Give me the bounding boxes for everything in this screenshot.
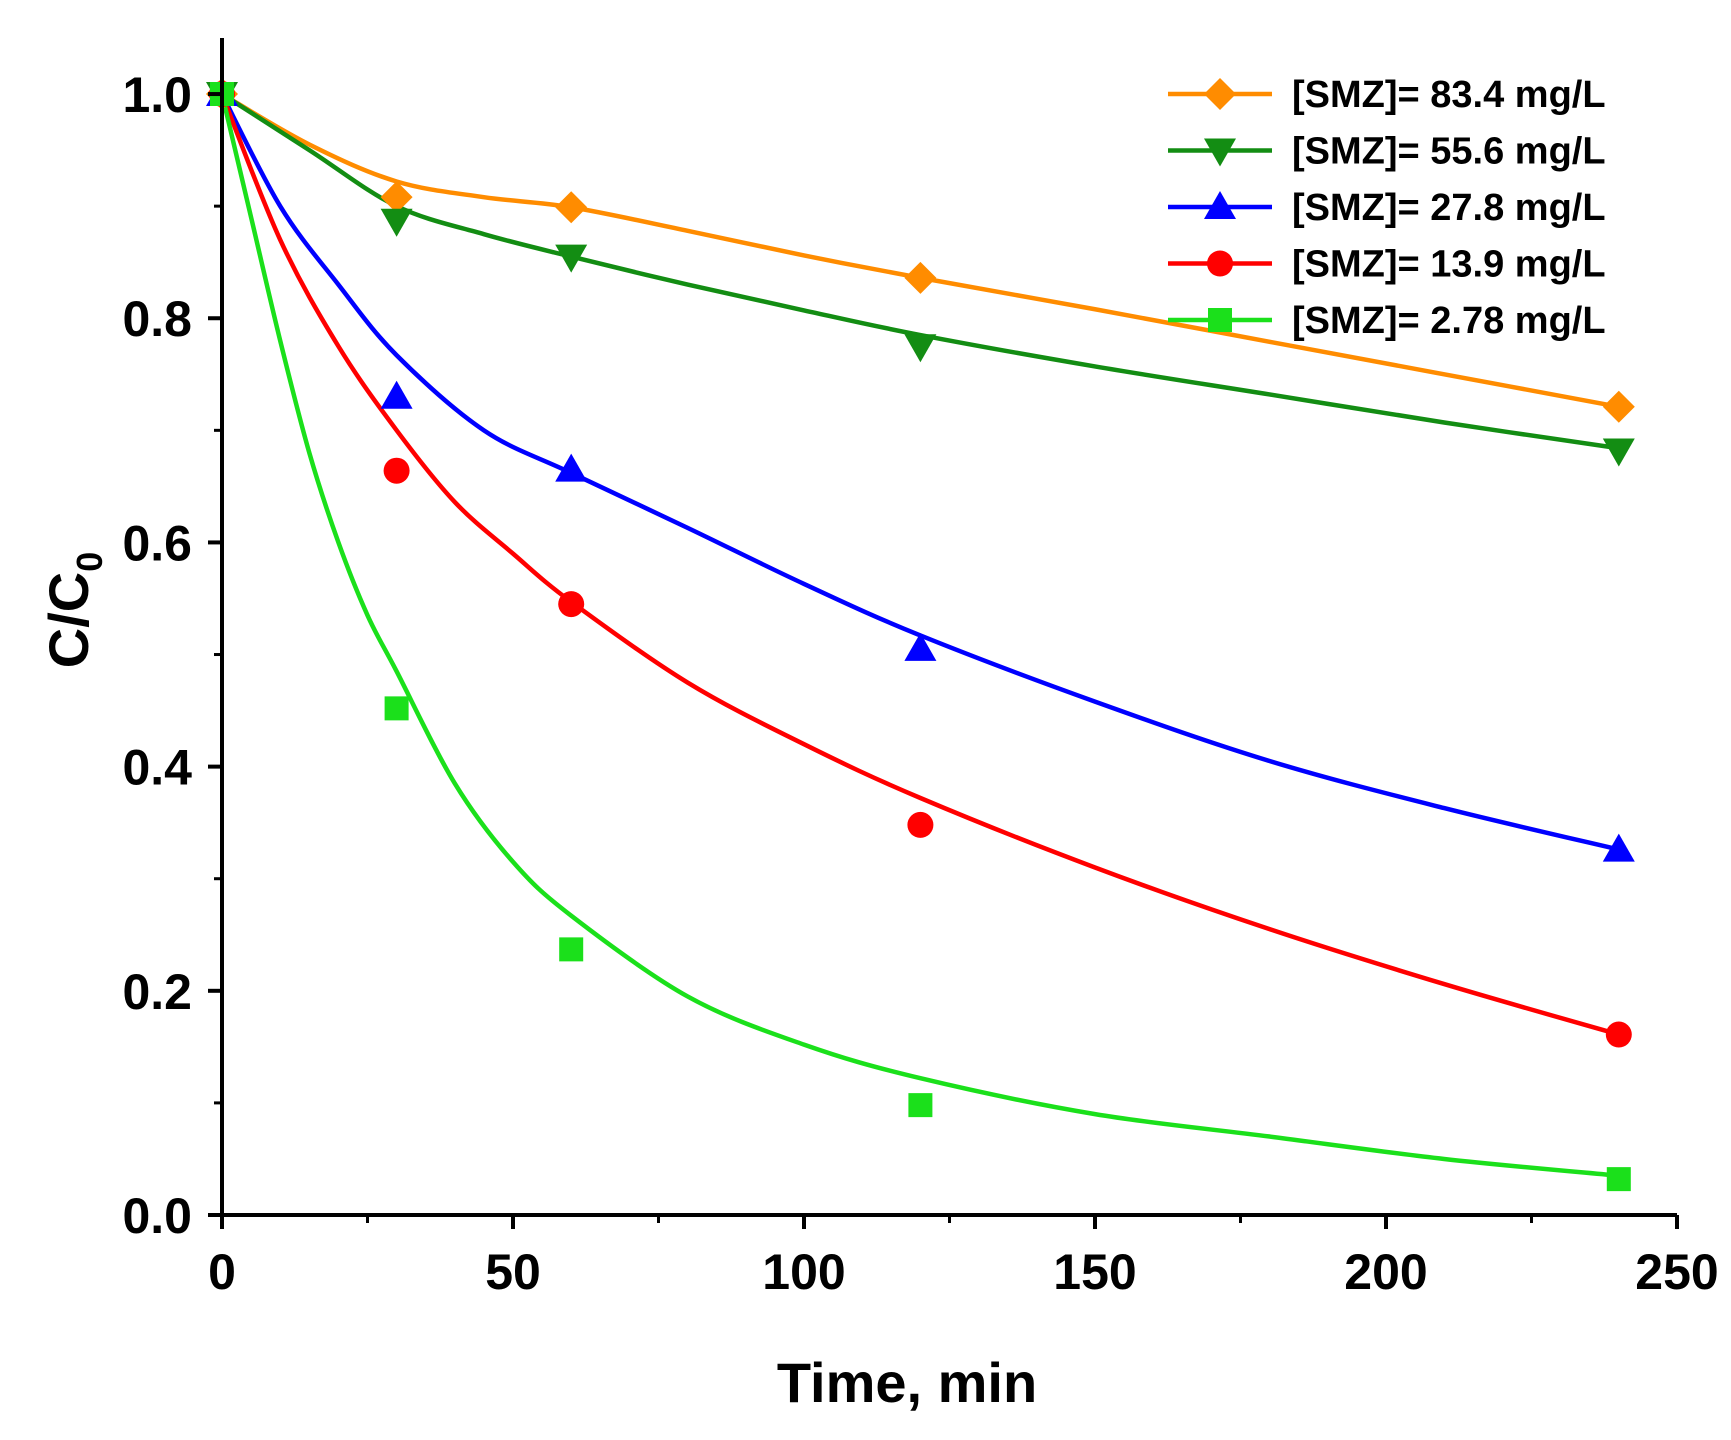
legend-label: [SMZ]= 27.8 mg/L <box>1292 187 1606 229</box>
legend-marker <box>1204 78 1236 110</box>
legend: [SMZ]= 83.4 mg/L [SMZ]= 55.6 mg/L [SMZ]= 2… <box>1168 74 1606 342</box>
data-point-series-2-4 <box>904 334 937 363</box>
data-point-series-5-5 <box>1606 1167 1631 1192</box>
legend-marker <box>1204 191 1236 219</box>
data-point-series-4-5 <box>1605 1021 1632 1048</box>
y-tick-label: 1.0 <box>122 67 192 123</box>
x-tick-label: 250 <box>1635 1244 1718 1300</box>
legend-marker <box>1208 308 1232 332</box>
y-axis-title: C/C0 <box>37 552 110 668</box>
legend-item-series-4: [SMZ]= 13.9 mg/L <box>1168 244 1606 286</box>
data-point-series-3-4 <box>904 632 937 661</box>
legend-label: [SMZ]= 83.4 mg/L <box>1292 74 1606 116</box>
data-point-series-4-2 <box>383 457 410 484</box>
legend-item-series-2: [SMZ]= 55.6 mg/L <box>1168 131 1606 173</box>
axes: 0 50 100 150 200 250 0.0 0.2 0.4 0.6 0.8 1.0 <box>122 38 1719 1300</box>
y-axis-title-main: C/C <box>37 572 100 668</box>
legend-label: [SMZ]= 2.78 mg/L <box>1292 300 1606 342</box>
data-point-series-2-2 <box>380 208 413 237</box>
data-point-series-5-3 <box>559 937 584 962</box>
legend-label: [SMZ]= 55.6 mg/L <box>1292 131 1606 173</box>
fit-line-series-3 <box>220 93 1620 852</box>
data-point-series-3-5 <box>1602 833 1635 862</box>
legend-item-series-5: [SMZ]= 2.78 mg/L <box>1168 300 1606 342</box>
data-point-series-2-5 <box>1602 438 1635 467</box>
data-point-series-1-3 <box>555 191 588 224</box>
x-tick-label: 150 <box>1053 1244 1136 1300</box>
x-tick-label: 100 <box>762 1244 845 1300</box>
fit-line-series-5 <box>219 93 1620 1179</box>
data-point-series-1-2 <box>380 181 413 214</box>
y-tick-label: 0.4 <box>122 740 192 796</box>
y-axis-title-subscript: 0 <box>69 552 110 572</box>
legend-marker <box>1204 138 1236 167</box>
data-point-series-5-2 <box>384 696 409 721</box>
data-point-series-1-4 <box>904 261 937 294</box>
legend-marker <box>1207 250 1233 277</box>
data-point-series-1-5 <box>1602 390 1635 423</box>
legend-item-series-3: [SMZ]= 27.8 mg/L <box>1168 187 1606 229</box>
data-point-series-5-4 <box>908 1093 933 1118</box>
data-point-series-3-2 <box>380 380 413 409</box>
y-tick-label: 0.6 <box>122 515 192 571</box>
x-tick-label: 0 <box>208 1244 236 1300</box>
y-tick-label: 0.8 <box>122 291 192 347</box>
data-point-series-3-3 <box>555 453 588 482</box>
fit-line-series-4 <box>219 93 1620 1037</box>
data-point-series-4-3 <box>558 591 585 618</box>
y-tick-label: 0.2 <box>122 964 192 1020</box>
legend-item-series-1: [SMZ]= 83.4 mg/L <box>1168 74 1606 116</box>
y-tick-label: 0.0 <box>122 1188 192 1244</box>
x-axis-title: Time, min <box>777 1351 1037 1414</box>
x-tick-label: 50 <box>485 1244 541 1300</box>
data-point-series-4-4 <box>907 811 934 838</box>
legend-label: [SMZ]= 13.9 mg/L <box>1292 244 1606 286</box>
x-tick-label: 200 <box>1344 1244 1427 1300</box>
data-point-series-2-3 <box>555 244 588 273</box>
